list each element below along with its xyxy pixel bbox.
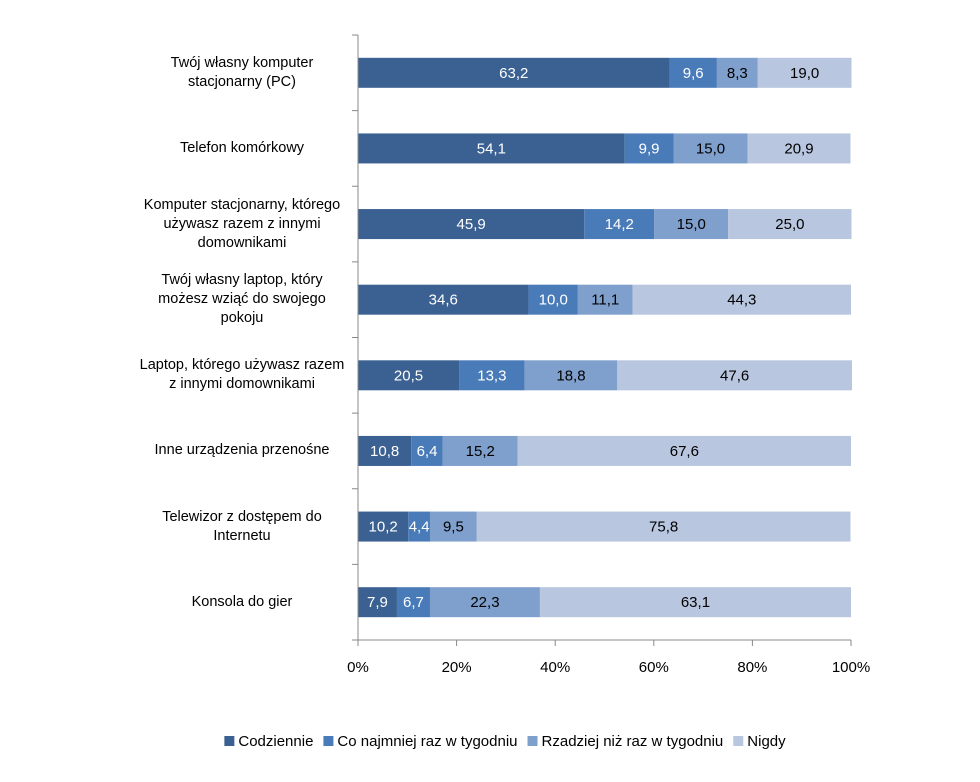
bar-segment [747,133,851,164]
data-label: 45,9 [457,216,486,233]
data-label: 9,9 [639,140,660,157]
legend-label: Rzadziej niż raz w tygodniu [542,733,724,750]
bar-segment [716,57,758,88]
bar-segment [632,284,851,315]
legend-label: Co najmniej raz w tygodniu [337,733,517,750]
data-label: 54,1 [477,140,506,157]
bar-segment [728,209,852,240]
category-label: Komputer stacjonarny, którego używasz ra… [143,196,341,251]
legend-label: Codziennie [238,733,313,750]
legend-swatch [224,736,235,746]
data-label: 15,0 [677,216,706,233]
data-label: 47,6 [720,367,749,384]
bar-segment [517,435,851,466]
data-label: 15,0 [696,140,725,157]
bar-segment [524,360,618,391]
bar-segment [669,57,717,88]
data-label: 20,9 [784,140,813,157]
data-label: 44,3 [727,292,756,309]
category-label: Laptop, którego używasz razem z innymi d… [139,357,345,393]
data-label: 63,2 [499,65,528,82]
x-tick-label: 0% [347,659,369,676]
data-label: 67,6 [670,443,699,460]
bar-segment [358,435,412,466]
bar-segment [539,587,851,618]
data-label: 34,6 [429,292,458,309]
category-label: Inne urządzenia przenośne [154,442,330,459]
x-tick-label: 100% [832,659,870,676]
category-label: Konsola do gier [191,593,293,610]
bar-segment [757,57,852,88]
data-label: 19,0 [790,65,819,82]
category-label: Telewizor z dostępem do Internetu [162,508,322,544]
bar-segment [358,587,397,618]
bar-segment [528,284,578,315]
data-label: 9,6 [683,65,704,82]
legend-label: Nigdy [747,733,786,750]
data-label: 8,3 [727,65,748,82]
data-label: 6,7 [403,594,424,611]
bar-segment [459,360,525,391]
bar-segment [429,511,477,542]
data-label: 22,3 [470,594,499,611]
bar-segment [411,435,443,466]
bar-segment [429,587,540,618]
data-label: 25,0 [775,216,804,233]
data-label: 10,8 [370,443,399,460]
category-label: Telefon komórkowy [179,139,305,156]
bar-segment [358,284,529,315]
bar-segment [673,133,748,164]
data-label: 20,5 [394,367,423,384]
bar-segment [358,133,625,164]
bar-segment [584,209,655,240]
x-tick-label: 20% [442,659,472,676]
data-label: 75,8 [649,519,678,536]
bar-segment [617,360,852,391]
legend-swatch [733,736,744,746]
category-label: Twój własny komputer stacjonarny (PC) [170,54,314,90]
bar-segment [358,360,460,391]
data-label: 63,1 [681,594,710,611]
bar-segment [358,57,670,88]
data-label: 9,5 [443,519,464,536]
bar-segment [396,587,430,618]
bar-segment [358,511,409,542]
data-label: 15,2 [466,443,495,460]
bar-segment [624,133,674,164]
x-tick-label: 60% [639,659,669,676]
data-label: 10,0 [539,292,568,309]
legend-swatch [323,736,334,746]
bar-segment [654,209,729,240]
data-label: 14,2 [605,216,634,233]
x-tick-label: 80% [737,659,767,676]
bar-segment [577,284,633,315]
bar-segment [408,511,430,542]
category-label: Twój własny laptop, który możesz wziąć d… [158,272,326,327]
bar-segment [358,209,585,240]
data-label: 13,3 [477,367,506,384]
bar-segment [476,511,851,542]
data-label: 7,9 [367,594,388,611]
data-label: 6,4 [417,443,438,460]
x-tick-label: 40% [540,659,570,676]
data-label: 18,8 [556,367,585,384]
data-label: 11,1 [591,292,619,309]
data-label: 4,4 [409,519,430,536]
data-label: 10,2 [369,519,398,536]
legend-swatch [527,736,538,746]
bar-segment [442,435,518,466]
